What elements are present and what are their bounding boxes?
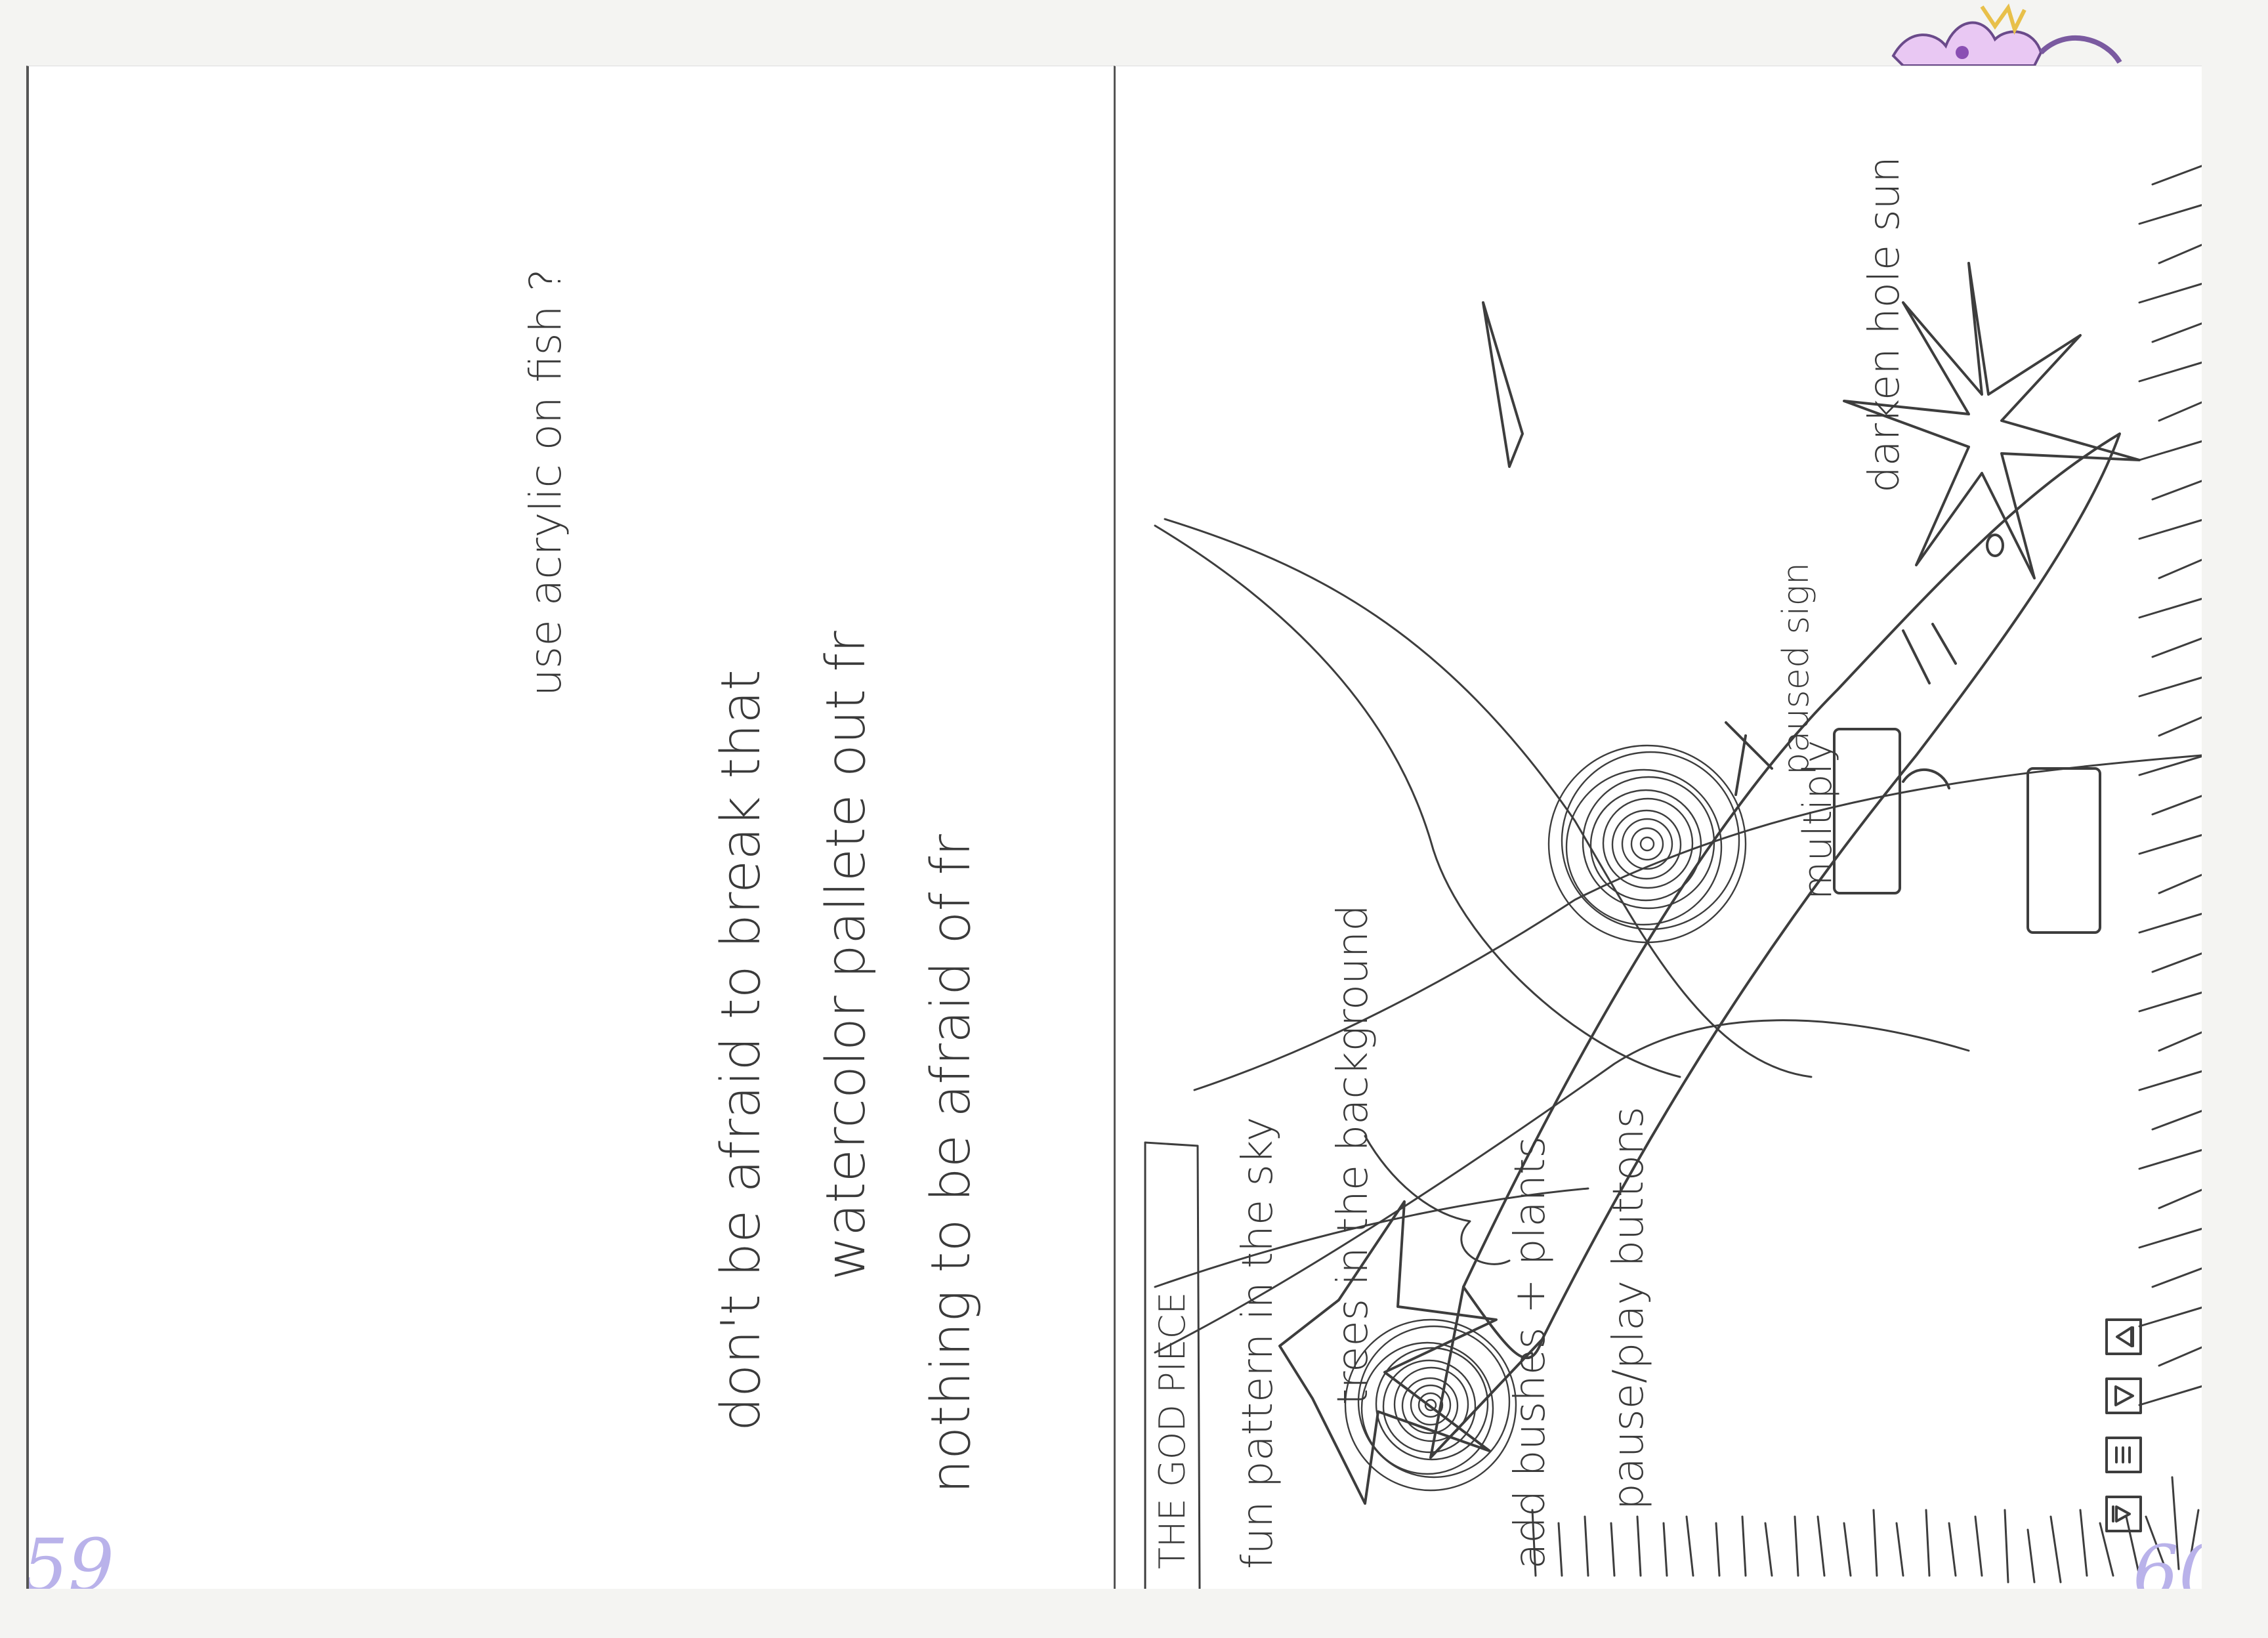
black-hole-upper — [1344, 1318, 1517, 1492]
star-large — [1843, 262, 2141, 579]
note-nothing-afraid: nothing to be afraid of fr — [920, 834, 982, 1494]
sticker-icon — [1891, 3, 2122, 67]
right-page: THE GOD PIECE fun pattern in the sky tre… — [1114, 66, 2202, 1589]
black-hole-lower — [1547, 744, 1747, 944]
note-darken-hole-sun: darken hole sun — [1860, 156, 1909, 493]
note-fun-pattern: fun pattern in the sky — [1234, 1116, 1282, 1569]
page-number-59: 59 — [26, 1523, 114, 1589]
grass-row — [1531, 1476, 2200, 1584]
note-watercolor: watercolor pallete out fr — [815, 631, 877, 1280]
star-small — [1278, 1200, 1498, 1505]
note-trees: trees in the background — [1329, 904, 1377, 1405]
note-pause-play: pause/play buttons — [1605, 1106, 1653, 1510]
note-multiply: multiply — [1795, 740, 1841, 900]
page-number-60: 60 — [2133, 1530, 2202, 1589]
note-acrylic: use acrylic on fish ? — [520, 268, 571, 696]
note-bushes: add bushes + plants — [1506, 1136, 1555, 1569]
grass-right — [2138, 165, 2202, 1406]
god-piece-sketch — [1144, 165, 2202, 1589]
note-dont-be-afraid: don't be afraid to break that — [710, 669, 772, 1431]
page-title: THE GOD PIECE — [1152, 1292, 1193, 1569]
left-page: use acrylic on fish ? don't be afraid to… — [26, 66, 1120, 1589]
